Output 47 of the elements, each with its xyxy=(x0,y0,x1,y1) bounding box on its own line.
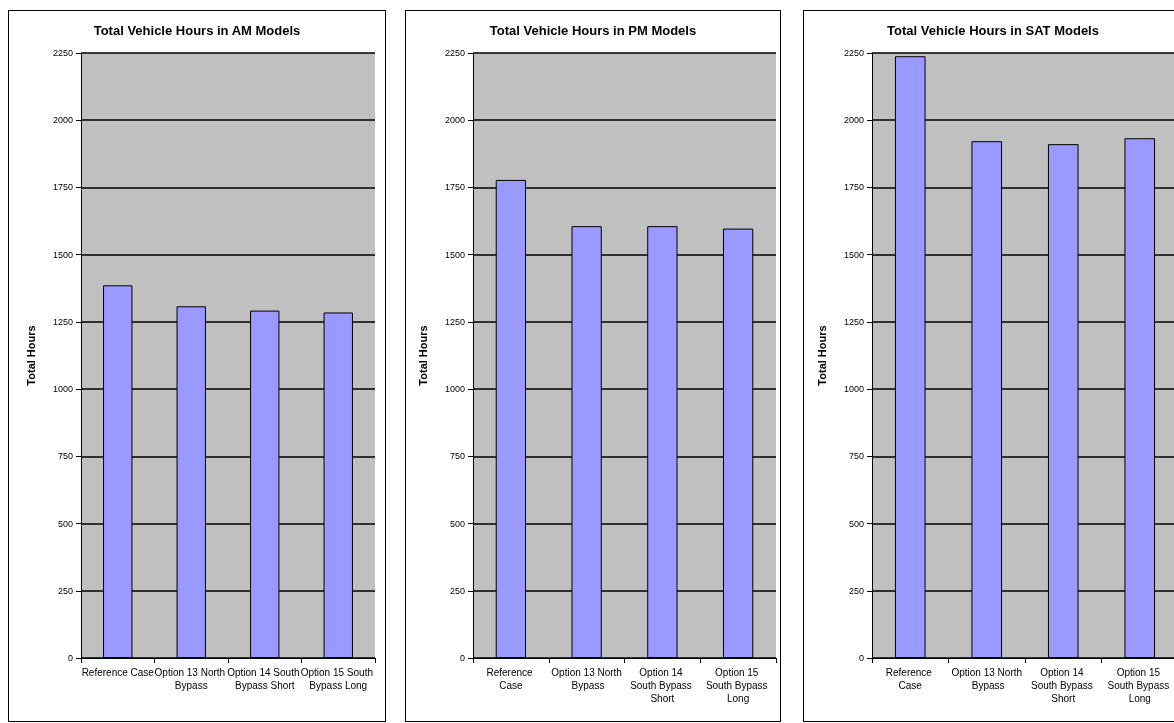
y-tick-label: 2000 xyxy=(843,115,864,126)
x-tick-label: Option 13 North Bypass xyxy=(154,667,228,691)
y-tick-label: 750 xyxy=(449,451,465,462)
y-tick-label: 0 xyxy=(67,653,73,663)
y-tick-label: 1000 xyxy=(843,384,864,395)
y-tick-label: 250 xyxy=(848,585,864,596)
y-tick-label: 2250 xyxy=(444,48,465,58)
y-tick-label: 0 xyxy=(459,653,465,663)
y-tick-label: 250 xyxy=(449,585,465,596)
y-tick-label: 500 xyxy=(57,518,73,529)
y-tick-label: 1250 xyxy=(444,316,465,327)
y-tick-label: 1500 xyxy=(52,249,73,260)
x-tick-label: Option 15 South Bypass Long xyxy=(705,667,771,704)
chart-title: Total Vehicle Hours in SAT Models xyxy=(887,23,1099,38)
y-tick-label: 1250 xyxy=(52,316,73,327)
x-tick-label: Reference Case xyxy=(885,667,935,691)
y-axis-title: Total Hours xyxy=(416,325,429,386)
x-tick-label: Option 13 North Bypass xyxy=(551,667,622,691)
y-tick-label: 250 xyxy=(57,585,73,596)
y-axis-title: Total Hours xyxy=(815,325,828,386)
chart-title: Total Vehicle Hours in AM Models xyxy=(93,23,301,38)
x-tick-label: Option 15 South Bypass Long xyxy=(300,667,376,691)
y-tick-label: 0 xyxy=(858,653,864,663)
x-tick-label: Option 14 South Bypass Short xyxy=(1031,667,1096,704)
y-tick-label: 1500 xyxy=(444,249,465,260)
y-tick-label: 500 xyxy=(449,518,465,529)
x-tick-label: Reference Case xyxy=(81,667,155,678)
x-tick-label: Option 14 South Bypass Short xyxy=(630,667,695,704)
y-tick-label: 750 xyxy=(57,451,73,462)
y-tick-label: 1000 xyxy=(52,384,73,395)
y-tick-label: 2250 xyxy=(843,48,864,58)
x-tick-label: Option 13 North Bypass xyxy=(951,667,1023,691)
y-axis-title: Total Hours xyxy=(24,325,37,386)
y-tick-label: 1750 xyxy=(444,182,465,193)
y-tick-label: 1000 xyxy=(444,384,465,395)
y-tick-label: 2000 xyxy=(444,115,465,126)
y-tick-label: 500 xyxy=(848,518,864,529)
y-tick-label: 750 xyxy=(848,451,864,462)
y-tick-label: 2250 xyxy=(52,48,73,58)
y-tick-label: 1750 xyxy=(843,182,864,193)
chart-title: Total Vehicle Hours in PM Models xyxy=(489,23,697,38)
y-tick-label: 2000 xyxy=(52,115,73,126)
x-tick-label: Reference Case xyxy=(486,667,536,691)
x-tick-label: Option 15 South Bypass Long xyxy=(1107,667,1172,704)
y-tick-label: 1250 xyxy=(843,316,864,327)
y-tick-label: 1750 xyxy=(52,182,73,193)
y-tick-label: 1500 xyxy=(843,249,864,260)
